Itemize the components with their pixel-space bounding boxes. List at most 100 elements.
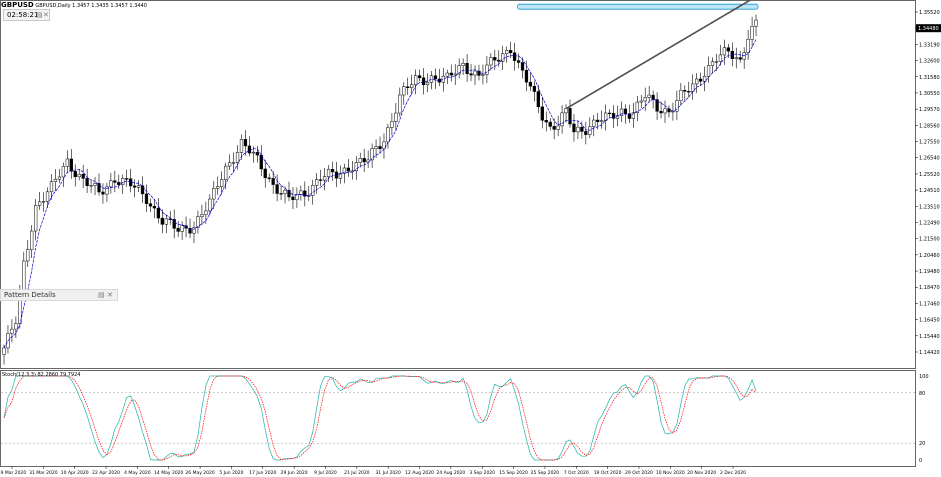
- price-tick-label: 1.16450: [919, 318, 940, 324]
- stochastic-tick-label: 0: [919, 458, 922, 464]
- candle-body: [619, 108, 624, 116]
- candle-body: [698, 78, 703, 82]
- candle-body: [607, 112, 612, 115]
- restore-icon[interactable]: ▤: [36, 11, 43, 19]
- candle-body: [706, 65, 711, 77]
- moving-average-line: [3, 39, 757, 349]
- date-tick-label: 7 Oct 2020: [564, 470, 589, 476]
- candle-body: [489, 57, 493, 66]
- candle-body: [291, 196, 295, 201]
- candle-body: [421, 77, 426, 86]
- candle-body: [497, 59, 501, 62]
- candle-body: [10, 328, 14, 334]
- candle-body: [41, 201, 46, 203]
- candle-body: [643, 97, 647, 102]
- candle-body: [560, 112, 564, 127]
- candle-body: [319, 179, 323, 181]
- candle-body: [631, 112, 635, 119]
- price-tick-label: 1.19480: [919, 269, 940, 275]
- candle-body: [556, 125, 560, 130]
- candle-body: [505, 50, 509, 55]
- candle-body: [30, 230, 34, 250]
- price-tick-label: 1.35520: [919, 10, 940, 16]
- stochastic-main-line: [3, 375, 757, 461]
- candle-body: [417, 75, 422, 79]
- candle-body: [394, 112, 398, 122]
- candle-body: [140, 185, 145, 195]
- symbol-quote: GBPUSD,Daily 1.3457 1.3435 1.3457 1.3440: [35, 3, 147, 9]
- candle-body: [326, 169, 331, 177]
- candles-group: [2, 14, 758, 365]
- candle-body: [663, 108, 667, 114]
- restore-icon[interactable]: ▤: [98, 291, 105, 299]
- candle-body: [267, 177, 271, 179]
- candle-body: [362, 158, 366, 163]
- pattern-details-panel[interactable]: Pattern Details ▤ ✕: [0, 289, 118, 301]
- price-tick-label: 1.22490: [919, 220, 940, 226]
- candle-body: [53, 178, 58, 182]
- candle-body: [433, 75, 438, 80]
- date-tick-label: 9 Jul 2020: [314, 470, 337, 476]
- price-tick-label: 1.20460: [919, 253, 940, 259]
- candle-body: [315, 179, 319, 186]
- candle-body: [536, 91, 540, 108]
- candle-body: [168, 218, 172, 220]
- candle-body: [125, 178, 129, 180]
- date-tick-label: 22 Apr 2020: [92, 470, 120, 476]
- candle-body: [57, 176, 62, 180]
- candle-body: [259, 154, 263, 170]
- candle-body: [251, 151, 255, 154]
- price-tick-label: 1.26540: [919, 156, 940, 162]
- candle-body: [85, 178, 89, 186]
- candle-body: [354, 162, 358, 172]
- price-tick-label: 1.15440: [919, 334, 940, 340]
- candle-body: [97, 183, 101, 193]
- candle-body: [398, 94, 402, 114]
- date-tick-label: 19 Oct 2020: [594, 470, 622, 476]
- candle-body: [548, 121, 552, 127]
- price-tick-label: 1.23510: [919, 204, 940, 210]
- candle-body: [702, 76, 707, 82]
- candle-body: [532, 85, 537, 92]
- candle-body: [65, 158, 69, 167]
- stochastic-tick-label: 100: [919, 374, 929, 380]
- candle-body: [342, 167, 347, 174]
- current-price-tag: [916, 24, 941, 33]
- candle-body: [311, 185, 315, 196]
- close-icon[interactable]: ✕: [107, 291, 113, 299]
- candle-body: [117, 182, 121, 185]
- price-tick-label: 1.32600: [919, 59, 940, 65]
- candle-body: [180, 225, 184, 232]
- candle-body: [516, 60, 521, 63]
- date-tick-label: 5 Jun 2020: [219, 470, 243, 476]
- timer-value: 02:58:21: [7, 11, 39, 19]
- candle-body: [378, 146, 382, 150]
- close-icon[interactable]: ✕: [43, 11, 49, 19]
- candle-body: [156, 207, 161, 219]
- candle-body: [374, 146, 378, 149]
- candle-body: [2, 347, 6, 355]
- price-tick-label: 1.30550: [919, 91, 940, 97]
- candle-body: [279, 193, 283, 195]
- candle-body: [473, 70, 477, 76]
- date-tick-label: 31 Jul 2020: [375, 470, 401, 476]
- date-tick-label: 31 Mar 2020: [29, 470, 58, 476]
- symbol-name: GBPUSD: [1, 1, 34, 9]
- candle-body: [136, 185, 141, 188]
- candle-timer[interactable]: 02:58:21 ▤ ✕: [3, 9, 50, 21]
- candle-body: [287, 189, 291, 198]
- date-tick-label: 10 Nov 2020: [656, 470, 685, 476]
- candle-body: [216, 186, 220, 189]
- candle-body: [520, 62, 525, 71]
- candle-body: [144, 193, 149, 204]
- candle-body: [303, 190, 307, 197]
- date-tick-label: 26 May 2020: [185, 470, 214, 476]
- candle-body: [299, 190, 303, 195]
- candle-body: [132, 185, 137, 188]
- candle-body: [461, 63, 465, 66]
- candle-body: [45, 191, 50, 202]
- candle-body: [322, 176, 327, 181]
- candle-body: [410, 84, 414, 88]
- stochastic-signal-line: [3, 375, 757, 461]
